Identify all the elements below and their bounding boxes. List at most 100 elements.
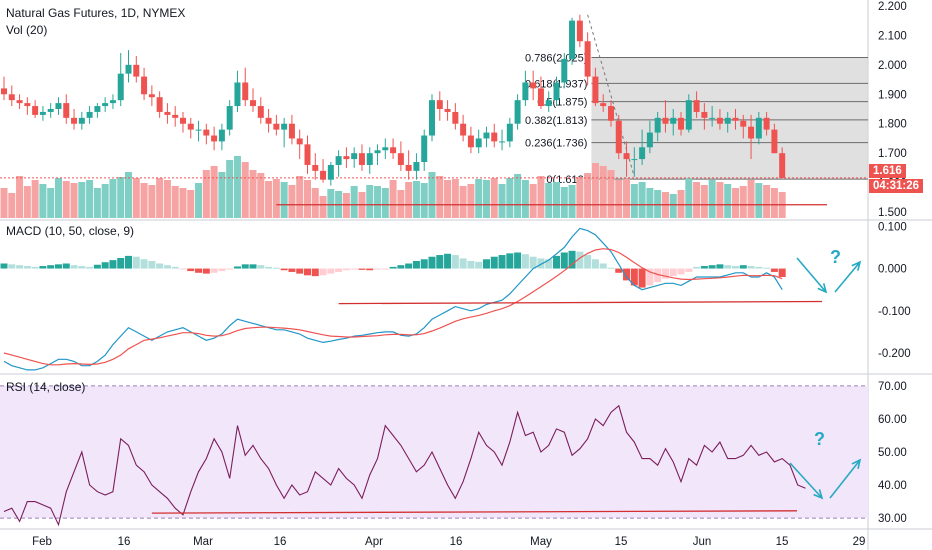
time-tick-label: 16 <box>274 536 287 548</box>
macd-histogram-bar <box>747 266 755 269</box>
volume-bar <box>374 186 382 218</box>
volume-bar <box>101 184 109 218</box>
volume-bar <box>132 178 140 218</box>
volume-bar <box>630 184 638 218</box>
macd-label: MACD (10, 50, close, 9) <box>6 224 135 238</box>
macd-histogram-bar <box>272 267 280 269</box>
volume-bar <box>210 166 218 218</box>
candle-body <box>343 156 350 160</box>
annotation-question-mark: ? <box>814 429 825 449</box>
candle-body <box>724 117 731 124</box>
volume-bar <box>47 188 55 218</box>
volume-bar <box>125 172 133 218</box>
macd-histogram-bar <box>545 259 553 269</box>
candle-body <box>320 170 327 180</box>
volume-bar <box>70 183 78 218</box>
macd-histogram-bar <box>358 268 366 270</box>
candle-body <box>296 138 303 145</box>
macd-histogram-bar <box>257 265 265 269</box>
candle-body <box>685 100 692 130</box>
macd-histogram-bar <box>615 268 623 273</box>
volume-bar <box>623 179 631 218</box>
macd-line <box>3 227 783 371</box>
macd-histogram-bar <box>226 268 234 270</box>
annotation-arrow-head <box>813 489 824 500</box>
candle-body <box>467 135 474 148</box>
candle-body <box>755 117 762 139</box>
macd-histogram-bar <box>23 266 31 269</box>
macd-histogram-bar <box>132 256 140 269</box>
macd-histogram-bar <box>646 268 654 286</box>
candle-body <box>304 144 311 165</box>
volume-bar <box>693 182 701 218</box>
volume-bar <box>109 179 117 218</box>
candle-body <box>179 117 186 124</box>
macd-histogram-bar <box>171 266 179 269</box>
volume-bar <box>436 176 444 218</box>
candle-body <box>63 103 70 118</box>
macd-histogram-bar <box>731 266 739 269</box>
candle-body <box>607 106 614 121</box>
volume-bar <box>16 176 24 218</box>
candle-body <box>257 106 264 118</box>
macd-histogram-bar <box>412 260 420 269</box>
candle-body <box>444 109 451 112</box>
time-tick-label: 16 <box>450 536 463 548</box>
volume-bar <box>62 181 70 218</box>
candle-body <box>39 111 46 115</box>
volume-bar <box>0 188 8 218</box>
candle-body <box>288 123 295 139</box>
macd-histogram-bar <box>296 268 304 274</box>
volume-bar <box>700 185 708 218</box>
volume-bar <box>265 181 273 218</box>
volume-bar <box>381 188 389 218</box>
candle-body <box>211 135 218 142</box>
annotation-question-mark: ? <box>830 247 841 267</box>
macd-histogram-bar <box>70 265 78 269</box>
volume-bar <box>327 189 335 218</box>
volume-bar <box>249 170 257 218</box>
candle-body <box>390 147 397 154</box>
candle-body <box>16 100 23 104</box>
price-tick-label: 1.900 <box>878 89 907 101</box>
macd-histogram-bar <box>397 265 405 269</box>
macd-histogram-bar <box>288 268 296 272</box>
macd-histogram-bar <box>553 255 561 269</box>
macd-histogram-bar <box>420 259 428 269</box>
annotation-arrow <box>829 459 861 499</box>
macd-histogram-bar <box>708 265 716 269</box>
candle-body <box>763 117 770 130</box>
volume-bar <box>226 160 234 218</box>
volume-bar <box>140 183 148 218</box>
volume-bar <box>763 185 771 218</box>
macd-histogram-bar <box>117 258 125 269</box>
candle-body <box>218 129 225 142</box>
macd-histogram-bar <box>31 266 39 269</box>
macd-histogram-bar <box>467 260 475 269</box>
volume-label: Vol (20) <box>6 23 48 37</box>
volume-bar <box>514 174 522 218</box>
macd-histogram-bar <box>241 264 249 269</box>
candle-body <box>335 156 342 165</box>
candle-body <box>374 150 381 154</box>
macd-histogram-bar <box>770 268 778 272</box>
macd-histogram-bar <box>101 262 109 269</box>
macd-histogram-bar <box>311 268 319 277</box>
price-tick-label: 1.700 <box>878 148 907 160</box>
candle-body <box>47 109 54 112</box>
candle-body <box>265 117 272 124</box>
candle-body <box>71 117 78 124</box>
volume-bar <box>93 188 101 218</box>
macd-histogram-bar <box>537 258 545 269</box>
candle-body <box>242 82 249 101</box>
volume-bar <box>319 196 327 218</box>
volume-bar <box>584 173 592 218</box>
time-tick-label: 15 <box>615 536 628 548</box>
volume-bar <box>537 176 545 218</box>
macd-histogram-bar <box>47 265 55 269</box>
candle-body <box>506 123 513 142</box>
candle-body <box>623 153 630 160</box>
volume-bar <box>646 188 654 218</box>
macd-histogram-bar <box>125 255 133 269</box>
